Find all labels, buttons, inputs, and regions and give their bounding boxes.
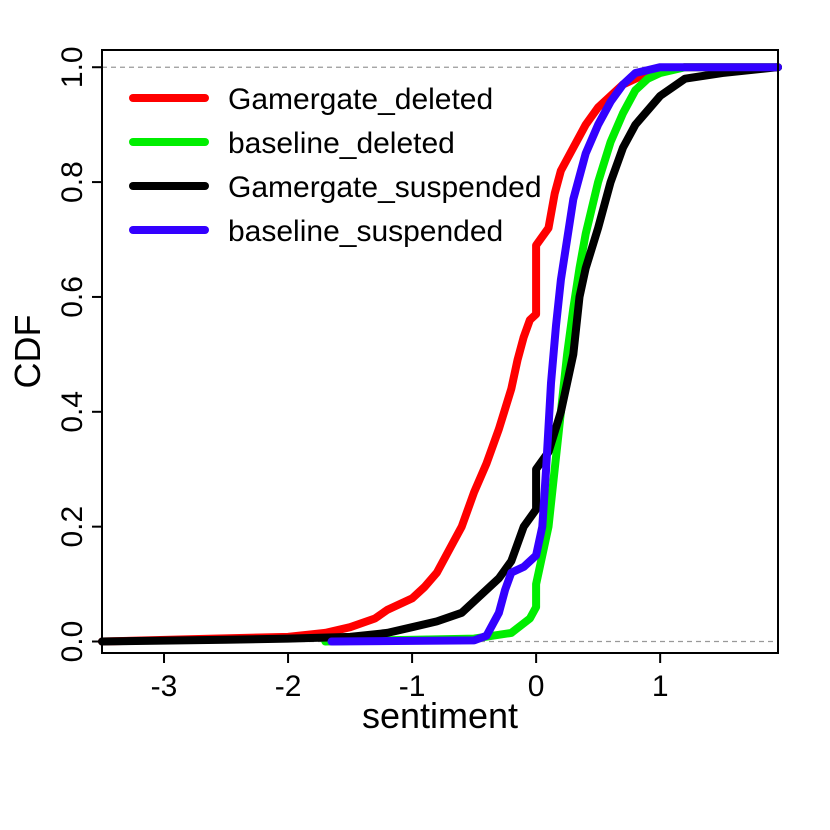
series-line-0 [98,63,782,646]
y-tick-label: 0.8 [56,161,89,203]
series-line-1 [321,63,782,646]
x-tick-label: -1 [399,670,426,703]
x-tick-label: 0 [528,670,545,703]
x-axis-title: sentiment [362,695,518,736]
series-layer [98,63,782,646]
legend-label: Gamergate_deleted [228,83,493,116]
x-tick-label: 1 [652,670,669,703]
series-line-2 [98,63,782,646]
y-tick-label: 1.0 [56,46,89,88]
y-tick-label: 0.6 [56,276,89,318]
y-tick-label: 0.0 [56,621,89,663]
y-tick-label: 0.4 [56,391,89,433]
legend-label: baseline_deleted [228,127,455,160]
legend-label: baseline_suspended [228,215,503,248]
x-tick-label: -2 [275,670,302,703]
y-axis-title: CDF [7,315,48,389]
plot-frame [101,49,779,654]
y-tick-label: 0.2 [56,506,89,548]
x-axis: -3 -2 -1 0 1 [151,653,669,703]
legend: Gamergate_deleted baseline_deleted Gamerga… [129,83,542,248]
y-axis: 0.0 0.2 0.4 0.6 0.8 1.0 [56,46,102,662]
legend-label: Gamergate_suspended [228,171,542,204]
series-line-3 [327,63,782,646]
x-tick-label: -3 [151,670,178,703]
